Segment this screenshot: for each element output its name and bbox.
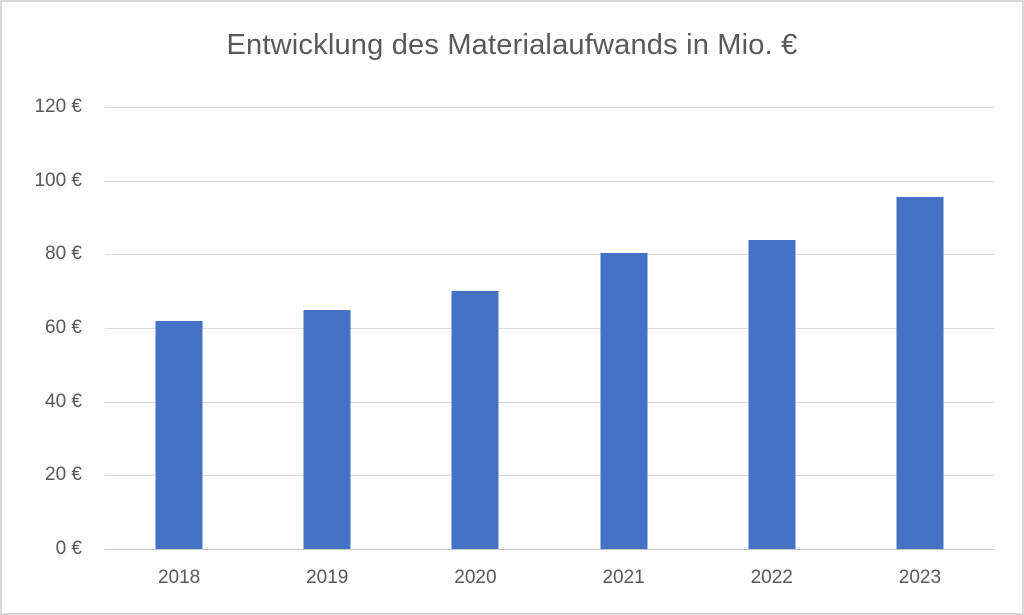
x-axis-tick-label: 2018 [157, 567, 201, 588]
y-axis-tick-label: 100 € [34, 169, 82, 191]
y-axis-tick-label: 80 € [45, 243, 82, 265]
gridline [105, 475, 994, 477]
y-axis-tick-label: 20 € [45, 464, 82, 486]
x-axis-tick-label: 2022 [750, 567, 793, 588]
gridline [105, 107, 994, 108]
x-axis-tick-label: 2021 [602, 567, 645, 588]
bar-2019 [303, 309, 351, 549]
y-axis-tick-label: 120 € [34, 96, 82, 117]
plot-area [105, 107, 994, 550]
bar-2018 [155, 320, 203, 549]
x-axis-tick-label: 2019 [306, 567, 349, 588]
chart-title: Entwicklung des Materialaufwands in Mio.… [226, 29, 798, 61]
x-axis: 2018 2019 2020 2021 2022 2023 [105, 558, 994, 598]
gridline [105, 328, 994, 329]
x-axis-tick-label: 2023 [898, 567, 942, 588]
bar-2021 [600, 252, 648, 549]
y-axis-tick-label: 60 € [45, 317, 82, 338]
gridline [105, 180, 994, 182]
x-axis-line [105, 549, 994, 550]
x-axis-tick-label: 2020 [454, 567, 497, 588]
y-axis: 120 € 100 € 80 € 60 € 40 € 20 € 0 € [2, 96, 82, 559]
gridline [105, 401, 994, 403]
y-axis-tick-label: 0 € [55, 538, 82, 559]
bar-2020 [451, 291, 499, 549]
y-axis-tick-label: 40 € [45, 390, 82, 412]
bar-2022 [748, 239, 796, 549]
gridline [105, 254, 994, 256]
bar-2023 [896, 197, 944, 549]
